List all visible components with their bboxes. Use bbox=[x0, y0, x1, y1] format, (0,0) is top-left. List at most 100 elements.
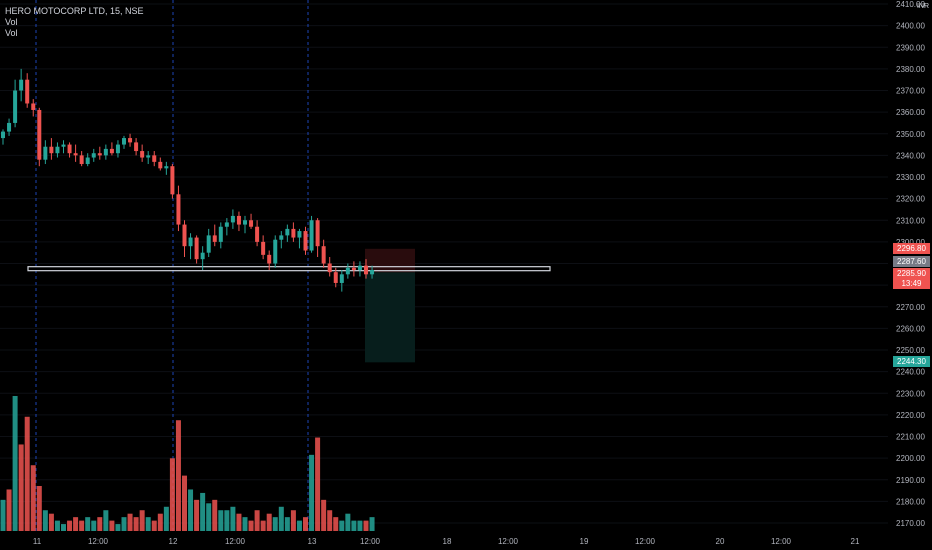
volume-bar bbox=[254, 510, 260, 531]
price-tick-label: 2360.00 bbox=[896, 108, 925, 117]
currency-label[interactable]: INR bbox=[916, 3, 929, 10]
candle-body bbox=[255, 226, 260, 242]
candle-body bbox=[279, 235, 284, 240]
candle-body bbox=[243, 220, 247, 225]
candle-body bbox=[79, 155, 84, 165]
candle-body bbox=[73, 153, 78, 156]
volume-bar bbox=[272, 517, 278, 531]
volume-legend-2[interactable]: Vol bbox=[5, 28, 18, 38]
entry-price-tag: 2285.90 bbox=[893, 268, 930, 279]
candle-body bbox=[285, 228, 290, 236]
candle-body bbox=[200, 252, 205, 260]
candle-body bbox=[1, 131, 5, 139]
volume-bar bbox=[363, 520, 369, 531]
time-tick-label: 18 bbox=[443, 537, 452, 546]
price-tick-label: 2370.00 bbox=[896, 87, 925, 96]
volume-bars bbox=[0, 396, 375, 531]
candle-body bbox=[85, 157, 90, 165]
candle-body bbox=[309, 220, 314, 251]
volume-bar bbox=[42, 510, 48, 531]
take-profit-zone bbox=[365, 272, 415, 363]
candle-body bbox=[134, 142, 139, 152]
candle-body bbox=[212, 235, 217, 242]
price-tick-label: 2410.00 bbox=[896, 0, 925, 9]
volume-bar bbox=[67, 520, 73, 531]
volume-bar bbox=[296, 520, 302, 531]
candle-body bbox=[327, 263, 332, 273]
volume-bar bbox=[339, 520, 345, 531]
volume-bar bbox=[85, 517, 91, 531]
volume-bar bbox=[73, 517, 79, 531]
price-tick-label: 2210.00 bbox=[896, 433, 925, 442]
candle-body bbox=[152, 155, 157, 162]
volume-bar bbox=[139, 510, 145, 531]
volume-bar bbox=[79, 520, 85, 531]
price-tick-label: 2250.00 bbox=[896, 346, 925, 355]
volume-bar bbox=[266, 513, 272, 531]
volume-bar bbox=[290, 510, 296, 531]
grid bbox=[0, 3, 888, 524]
horizontal-level-line bbox=[27, 266, 551, 272]
candle-body bbox=[122, 138, 126, 145]
volume-bar bbox=[194, 499, 200, 531]
volume-bar bbox=[175, 420, 181, 531]
volume-bar bbox=[303, 517, 308, 531]
price-tick-label: 2340.00 bbox=[896, 151, 925, 160]
price-tick-label: 2300.00 bbox=[896, 238, 925, 247]
time-tick-label: 12:00 bbox=[635, 537, 656, 546]
candle-body bbox=[182, 224, 187, 247]
candle-body bbox=[146, 155, 151, 158]
candle-body bbox=[67, 144, 72, 154]
volume-bar bbox=[351, 520, 357, 531]
time-tick-label: 11 bbox=[33, 537, 42, 546]
time-tick-label: 12:00 bbox=[88, 537, 109, 546]
candle-body bbox=[230, 215, 235, 223]
candle-body bbox=[261, 241, 266, 255]
volume-bar bbox=[145, 517, 151, 531]
candle-body bbox=[339, 274, 344, 283]
volume-bar bbox=[206, 503, 212, 531]
candle-body bbox=[109, 148, 114, 154]
candle-body bbox=[345, 267, 350, 275]
candle-body bbox=[357, 265, 362, 270]
volume-bar bbox=[230, 506, 236, 531]
price-tick-label: 2270.00 bbox=[896, 303, 925, 312]
volume-bar bbox=[369, 517, 375, 531]
volume-bar bbox=[321, 499, 327, 531]
volume-bar bbox=[200, 492, 206, 531]
volume-bar bbox=[327, 510, 333, 531]
price-tick-label: 2240.00 bbox=[896, 368, 925, 377]
volume-bar bbox=[30, 465, 36, 531]
time-tick-label: 21 bbox=[851, 537, 860, 546]
candle-body bbox=[236, 215, 241, 225]
price-tick-label: 2260.00 bbox=[896, 324, 925, 333]
price-tick-label: 2180.00 bbox=[896, 497, 925, 506]
time-tick-label: 12:00 bbox=[225, 537, 246, 546]
price-tick-label: 2320.00 bbox=[896, 195, 925, 204]
price-tick-label: 2170.00 bbox=[896, 519, 925, 528]
candle-body bbox=[170, 166, 175, 195]
volume-bar bbox=[284, 517, 290, 531]
volume-bar bbox=[278, 506, 284, 531]
volume-bar bbox=[309, 454, 315, 531]
volume-bar bbox=[109, 520, 115, 531]
volume-bar bbox=[169, 458, 175, 531]
candle-body bbox=[291, 228, 296, 238]
volume-bar bbox=[242, 517, 248, 531]
symbol-title[interactable]: HERO MOTOCORP LTD, 15, NSE bbox=[5, 6, 144, 16]
target-price-tag: 2244.30 bbox=[893, 356, 930, 367]
volume-bar bbox=[315, 437, 321, 531]
price-tick-label: 2310.00 bbox=[896, 216, 925, 225]
volume-bar bbox=[333, 517, 339, 531]
price-tick-label: 2330.00 bbox=[896, 173, 925, 182]
volume-bar bbox=[103, 510, 109, 531]
candle-body bbox=[370, 269, 375, 275]
candle-body bbox=[43, 146, 48, 160]
price-tick-label: 2230.00 bbox=[896, 389, 925, 398]
volume-legend-1[interactable]: Vol bbox=[5, 17, 18, 27]
candle-body bbox=[267, 254, 272, 264]
candle-body bbox=[297, 231, 302, 238]
time-axis: 11 12:00 12 12:00 13 12:00 18 12:00 19 12:00 20 12:… bbox=[33, 537, 860, 546]
candle-body bbox=[303, 231, 308, 251]
